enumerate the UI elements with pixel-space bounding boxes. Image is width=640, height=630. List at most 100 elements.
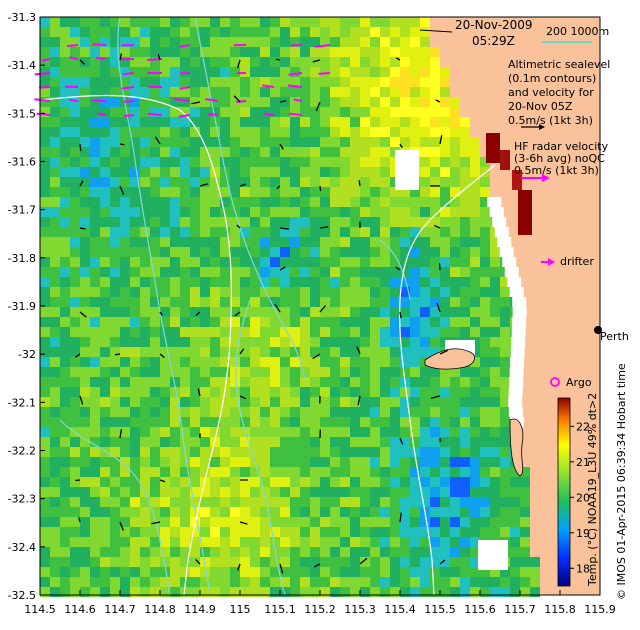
sst-cell [180, 367, 190, 377]
sst-cell [180, 77, 190, 87]
sst-cell [170, 207, 180, 217]
sst-cell [450, 137, 460, 147]
sst-cell [240, 137, 250, 147]
sst-cell [310, 287, 320, 297]
altimetry-arrow [195, 311, 201, 316]
sst-cell [290, 17, 300, 27]
sst-cell [250, 87, 260, 97]
sst-cell [260, 267, 270, 277]
sst-cell [410, 577, 420, 587]
sst-cell [290, 467, 300, 477]
sst-cell [320, 37, 330, 47]
sst-cell [330, 567, 340, 577]
sst-cell [290, 97, 300, 107]
sst-cell [440, 247, 450, 257]
sst-cell [220, 457, 230, 467]
sst-cell [200, 377, 210, 387]
sst-cell [50, 167, 60, 177]
sst-cell [450, 187, 460, 197]
sst-cell [90, 537, 100, 547]
sst-cell [410, 187, 420, 197]
sst-cell [500, 427, 510, 437]
sst-cell [210, 127, 220, 137]
sst-cell [390, 547, 400, 557]
sst-cell [340, 497, 350, 507]
sst-cell [220, 127, 230, 137]
sst-cell [60, 97, 70, 107]
no-data-cell [507, 277, 522, 287]
sst-cell [110, 397, 120, 407]
no-data-cell [512, 297, 527, 307]
sst-cell [180, 17, 190, 27]
sst-cell [430, 567, 440, 577]
sst-cell [140, 287, 150, 297]
sst-cell [160, 417, 170, 427]
sst-cell [270, 417, 280, 427]
sst-cell [90, 347, 100, 357]
sst-cell [170, 147, 180, 157]
sst-cell [260, 397, 270, 407]
sst-cell [380, 537, 390, 547]
sst-cell [210, 557, 220, 567]
sst-cell [160, 437, 170, 447]
sst-cell [230, 327, 240, 337]
sst-cell [410, 587, 420, 597]
no-data-cell [492, 217, 507, 227]
sst-cell [380, 317, 390, 327]
sst-cell [200, 227, 210, 237]
sst-cell [140, 397, 150, 407]
sst-cell [380, 347, 390, 357]
sst-cell [70, 467, 80, 477]
sst-cell [460, 127, 470, 137]
sst-cell [170, 437, 180, 447]
sst-cell [40, 207, 50, 217]
scale-bar-label: 200 1000m [546, 25, 609, 38]
sst-cell [460, 157, 470, 167]
sst-cell [240, 37, 250, 47]
sst-cell [350, 167, 360, 177]
sst-cell [340, 77, 350, 87]
sst-cell [470, 377, 480, 387]
sst-cell [460, 507, 470, 517]
sst-cell [240, 407, 250, 417]
sst-cell [160, 387, 170, 397]
sst-cell [90, 87, 100, 97]
sst-cell [340, 157, 350, 167]
sst-cell [500, 337, 510, 347]
sst-cell [280, 517, 290, 527]
altimetry-arrow [154, 136, 161, 145]
sst-cell [170, 247, 180, 257]
sst-cell [200, 337, 210, 347]
scale-bar: 200 1000m [542, 25, 609, 43]
sst-cell [220, 577, 230, 587]
sst-cell [70, 587, 80, 597]
sst-cell [180, 457, 190, 467]
sst-cell [230, 227, 240, 237]
sst-cell [240, 587, 250, 597]
sst-cell [410, 497, 420, 507]
sst-cell [140, 257, 150, 267]
sst-cell [280, 37, 290, 47]
sst-cell [420, 557, 430, 567]
sst-cell [70, 347, 80, 357]
sst-cell [480, 267, 490, 277]
sst-cell [120, 357, 130, 367]
sst-cell [490, 317, 500, 327]
no-data-cell [512, 317, 527, 327]
sst-cell [100, 437, 110, 447]
sst-cell [330, 257, 340, 267]
sst-cell [470, 217, 480, 227]
altimetry-arrow [275, 58, 281, 61]
sst-cell [280, 547, 290, 557]
sst-cell [180, 37, 190, 47]
sst-cell [330, 587, 340, 597]
sst-cell [100, 407, 110, 417]
sst-cell [350, 207, 360, 217]
sst-cell [400, 337, 410, 347]
sst-cell [450, 437, 460, 447]
sst-cell [390, 287, 400, 297]
sst-cell [40, 117, 50, 127]
sst-cell [200, 57, 210, 67]
sst-cell [240, 387, 250, 397]
sst-cell [110, 227, 120, 237]
